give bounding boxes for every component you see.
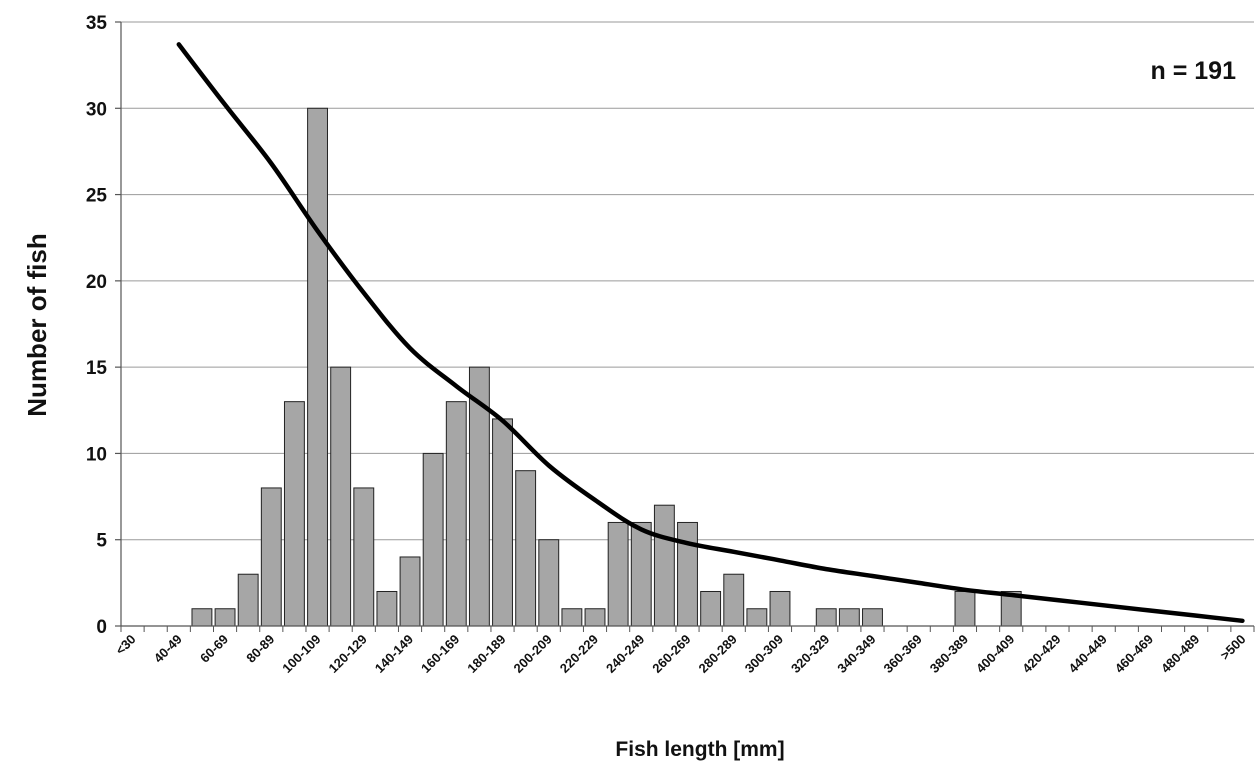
x-tick-label-360-369: 360-369 [880,632,924,676]
bar-270-279 [700,590,722,627]
bar-290-299 [746,608,768,627]
x-tick-label-460-469: 460-469 [1112,632,1156,676]
axes [115,21,1255,632]
bar-90-99 [283,401,305,627]
bar-150-159 [422,452,444,627]
bar-300-309 [769,590,791,627]
x-tick-label-260-269: 260-269 [649,632,693,676]
x-tick-label-40-49: 40-49 [151,632,185,666]
y-tick-label-35: 35 [86,13,108,34]
y-tick-label-5: 5 [96,531,107,552]
bar-110-119 [330,366,352,627]
x-tick-label-320-329: 320-329 [788,632,832,676]
y-tick-label-10: 10 [86,444,107,465]
x-axis-title: Fish length [mm] [615,738,784,761]
bar-220-229 [584,608,606,627]
x-tick-label-200-209: 200-209 [511,632,555,676]
x-tick-labels: <30 40-49 60-69 80-89 100-109 120-129 140-149 1… [112,632,1248,676]
x-tick-label-340-349: 340-349 [834,632,878,676]
bar-330-339 [838,608,860,627]
x-tick-label-300-309: 300-309 [742,632,786,676]
x-tick-label-240-249: 240-249 [603,632,647,676]
bar-320-329 [815,608,837,627]
bar-340-349 [862,608,883,627]
bar-210-219 [561,608,583,627]
bar-190-199 [515,470,537,627]
bar-120-129 [353,487,375,627]
x-tick-label-160-169: 160-169 [418,632,462,676]
bar-280-289 [723,573,745,627]
bar-160-169 [445,401,467,627]
x-tick-label-120-129: 120-129 [326,632,370,676]
y-tick-label-30: 30 [86,99,107,120]
bar-70-79 [237,573,259,627]
x-tick-label-60-69: 60-69 [197,632,231,666]
bar-200-209 [538,539,560,627]
x-tick-label-<30: <30 [112,632,138,658]
x-tick-label-80-89: 80-89 [243,632,277,666]
x-tick-label-100-109: 100-109 [279,632,323,676]
bar-100-109 [307,107,328,627]
bar-140-149 [399,556,421,627]
x-tick-label-440-449: 440-449 [1065,632,1109,676]
y-tick-labels: 0 5 10 15 20 25 30 35 [86,13,108,638]
x-tick-label-380-389: 380-389 [927,632,971,676]
y-tick-label-0: 0 [96,617,107,638]
y-axis-title: Number of fish [22,233,52,416]
trend-line [176,42,1245,624]
x-tick-label->500: >500 [1217,632,1248,663]
x-tick-label-480-489: 480-489 [1158,632,1202,676]
bar-240-249 [630,521,652,627]
x-tick-label-180-189: 180-189 [464,632,508,676]
y-tick-label-15: 15 [86,358,108,379]
y-tick-label-25: 25 [86,186,108,207]
x-tick-label-280-289: 280-289 [696,632,740,676]
x-tick-label-140-149: 140-149 [372,632,416,676]
bar-250-259 [653,504,675,627]
bar-180-189 [492,418,513,627]
bar-130-139 [376,590,398,627]
bar-60-69 [214,608,236,627]
x-tick-label-220-229: 220-229 [557,632,601,676]
bar-260-269 [677,521,698,627]
bar-80-89 [260,487,282,627]
bar-380-389 [954,590,976,627]
bar-230-239 [607,521,629,627]
bar-50-59 [191,608,213,627]
trend-line-group [176,42,1245,624]
sample-size-annotation: n = 191 [1151,57,1237,85]
y-tick-label-20: 20 [86,272,107,293]
x-tick-label-400-409: 400-409 [973,632,1017,676]
x-tick-label-420-429: 420-429 [1019,632,1063,676]
